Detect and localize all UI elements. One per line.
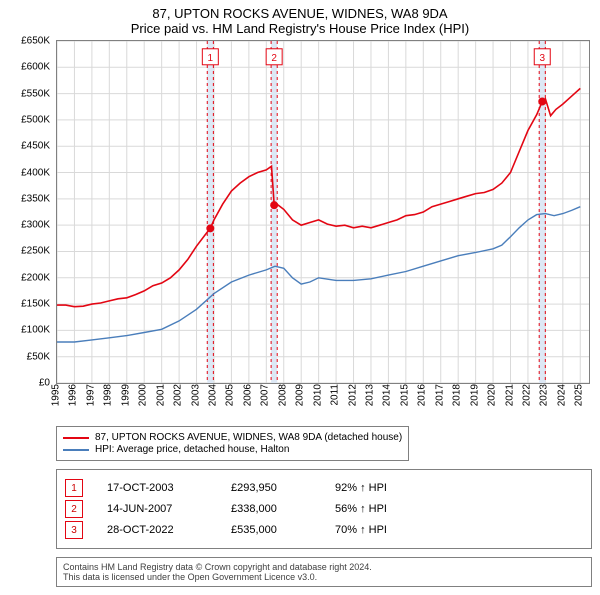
x-tick-label: 2003 xyxy=(190,384,201,406)
y-tick-label: £450K xyxy=(21,141,50,152)
sale-price: £338,000 xyxy=(231,503,311,515)
x-tick-label: 2008 xyxy=(277,384,288,406)
y-tick-label: £300K xyxy=(21,220,50,231)
x-tick-label: 1996 xyxy=(68,384,79,406)
x-tick-label: 2016 xyxy=(417,384,428,406)
x-tick-label: 2011 xyxy=(330,384,341,406)
chart-title-sub: Price paid vs. HM Land Registry's House … xyxy=(8,21,592,36)
x-tick-label: 2002 xyxy=(173,384,184,406)
attribution-line: This data is licensed under the Open Gov… xyxy=(63,572,585,582)
sale-date: 28-OCT-2022 xyxy=(107,524,207,536)
y-tick-label: £350K xyxy=(21,193,50,204)
y-tick-label: £550K xyxy=(21,88,50,99)
legend-swatch xyxy=(63,437,89,439)
legend: 87, UPTON ROCKS AVENUE, WIDNES, WA8 9DA … xyxy=(56,426,409,461)
legend-swatch xyxy=(63,449,89,451)
sale-row: 1 17-OCT-2003 £293,950 92% ↑ HPI xyxy=(65,479,583,497)
sale-row: 3 28-OCT-2022 £535,000 70% ↑ HPI xyxy=(65,521,583,539)
x-tick-label: 1999 xyxy=(120,384,131,406)
sale-hpi-relative: 56% ↑ HPI xyxy=(335,503,387,515)
x-tick-label: 2023 xyxy=(539,384,550,406)
x-tick-label: 2010 xyxy=(312,384,323,406)
x-tick-label: 2021 xyxy=(504,384,515,406)
x-tick-label: 2014 xyxy=(382,384,393,406)
sales-table: 1 17-OCT-2003 £293,950 92% ↑ HPI 2 14-JUN-200… xyxy=(56,469,592,549)
x-tick-label: 2024 xyxy=(556,384,567,406)
y-tick-label: £200K xyxy=(21,272,50,283)
sale-price: £293,950 xyxy=(231,482,311,494)
svg-text:1: 1 xyxy=(208,53,214,64)
x-tick-label: 2009 xyxy=(295,384,306,406)
y-tick-label: £100K xyxy=(21,325,50,336)
svg-text:2: 2 xyxy=(271,53,277,64)
x-tick-label: 1997 xyxy=(85,384,96,406)
x-tick-label: 2000 xyxy=(138,384,149,406)
x-tick-label: 2005 xyxy=(225,384,236,406)
x-tick-label: 2006 xyxy=(242,384,253,406)
y-tick-label: £250K xyxy=(21,246,50,257)
legend-item: 87, UPTON ROCKS AVENUE, WIDNES, WA8 9DA … xyxy=(63,432,402,443)
y-tick-label: £400K xyxy=(21,167,50,178)
x-tick-label: 2007 xyxy=(260,384,271,406)
x-tick-label: 1995 xyxy=(51,384,62,406)
y-tick-label: £500K xyxy=(21,114,50,125)
sale-marker-badge: 2 xyxy=(266,49,282,65)
legend-item: HPI: Average price, detached house, Halt… xyxy=(63,444,402,455)
y-tick-label: £0 xyxy=(39,378,50,389)
x-tick-label: 2018 xyxy=(452,384,463,406)
attribution: Contains HM Land Registry data © Crown c… xyxy=(56,557,592,587)
x-tick-label: 2022 xyxy=(521,384,532,406)
sale-row: 2 14-JUN-2007 £338,000 56% ↑ HPI xyxy=(65,500,583,518)
sale-hpi-relative: 70% ↑ HPI xyxy=(335,524,387,536)
attribution-line: Contains HM Land Registry data © Crown c… xyxy=(63,562,585,572)
x-tick-label: 2019 xyxy=(469,384,480,406)
svg-text:3: 3 xyxy=(539,53,545,64)
sale-price: £535,000 xyxy=(231,524,311,536)
x-tick-label: 2020 xyxy=(487,384,498,406)
x-tick-label: 2017 xyxy=(434,384,445,406)
x-tick-label: 1998 xyxy=(103,384,114,406)
y-tick-label: £150K xyxy=(21,299,50,310)
sale-date: 17-OCT-2003 xyxy=(107,482,207,494)
x-tick-label: 2012 xyxy=(347,384,358,406)
sale-badge: 3 xyxy=(65,521,83,539)
x-axis-labels: 1995199619971998199920002001200220032004… xyxy=(56,384,590,420)
chart-area: £0 £50K £100K £150K £200K £250K £300K £350K £400… xyxy=(8,40,592,420)
y-axis-labels: £0£50K£100K£150K£200K£250K£300K£350K£400… xyxy=(8,40,52,384)
x-tick-label: 2013 xyxy=(364,384,375,406)
sale-badge: 1 xyxy=(65,479,83,497)
x-tick-label: 2001 xyxy=(155,384,166,406)
sale-badge: 2 xyxy=(65,500,83,518)
legend-label: HPI: Average price, detached house, Halt… xyxy=(95,444,289,455)
y-tick-label: £600K xyxy=(21,62,50,73)
y-tick-label: £50K xyxy=(27,351,50,362)
sale-marker-badge: 3 xyxy=(534,49,550,65)
chart-title-address: 87, UPTON ROCKS AVENUE, WIDNES, WA8 9DA xyxy=(8,6,592,21)
y-tick-label: £650K xyxy=(21,36,50,47)
sale-hpi-relative: 92% ↑ HPI xyxy=(335,482,387,494)
sale-marker-badge: 1 xyxy=(202,49,218,65)
legend-label: 87, UPTON ROCKS AVENUE, WIDNES, WA8 9DA … xyxy=(95,432,402,443)
plot-region: 1 2 3 xyxy=(56,40,590,384)
sale-date: 14-JUN-2007 xyxy=(107,503,207,515)
x-tick-label: 2025 xyxy=(574,384,585,406)
x-tick-label: 2004 xyxy=(207,384,218,406)
chart-svg: 1 2 3 xyxy=(57,41,589,383)
x-tick-label: 2015 xyxy=(399,384,410,406)
